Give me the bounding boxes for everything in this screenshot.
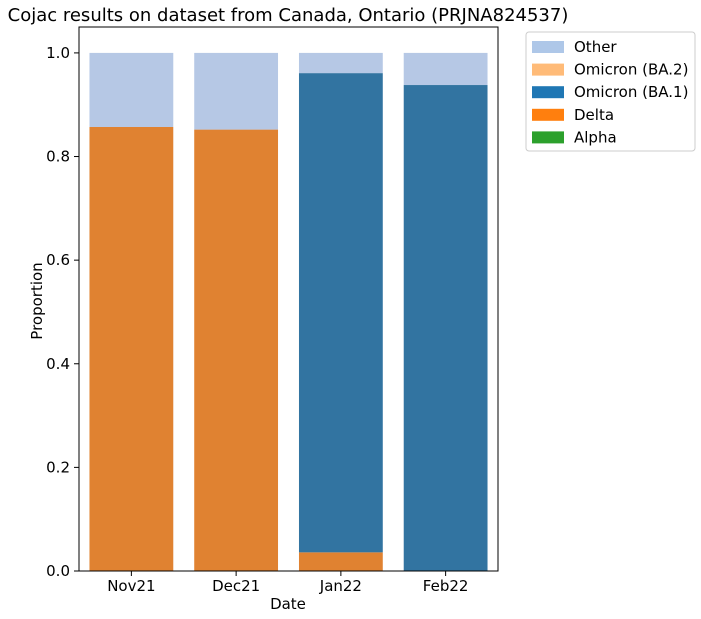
- legend-swatch-alpha: [532, 131, 564, 144]
- legend-label-omicron-ba-1: Omicron (BA.1): [574, 83, 688, 101]
- legend-label-omicron-ba-2: Omicron (BA.2): [574, 61, 688, 79]
- bar-other-dec21: [194, 52, 279, 130]
- legend: Other Omicron (BA.2) Omicron (BA.1) Delta Al…: [525, 31, 696, 152]
- plot-frame: [78, 26, 499, 572]
- bars-layer: [89, 52, 488, 572]
- y-tick-label: 0.0: [46, 562, 70, 580]
- y-axis-label: Proportion: [28, 262, 46, 339]
- bar-omicron-ba-1-feb22: [403, 85, 488, 571]
- y-tick-label: 0.4: [46, 355, 70, 373]
- bar-delta-nov21: [89, 126, 174, 572]
- legend-label-alpha: Alpha: [574, 128, 617, 146]
- x-axis-label: Date: [270, 595, 306, 613]
- bar-omicron-ba-1-jan22: [298, 73, 383, 553]
- bar-other-jan22: [298, 52, 383, 74]
- y-tick-label: 0.6: [46, 251, 70, 269]
- chart-title: Cojac results on dataset from Canada, On…: [8, 5, 569, 26]
- x-tick-label: Jan22: [319, 577, 362, 595]
- legend-label-delta: Delta: [574, 106, 614, 124]
- y-axis: 0.0 0.2 0.4 0.6 0.8 1.0: [46, 44, 79, 580]
- legend-swatch-omicron-ba-2: [532, 63, 564, 76]
- x-tick-label: Nov21: [107, 577, 155, 595]
- bar-other-feb22: [403, 52, 488, 86]
- bar-other-nov21: [89, 52, 174, 127]
- legend-swatch-delta: [532, 108, 564, 121]
- legend-frame: [525, 31, 696, 152]
- bar-delta-dec21: [194, 129, 279, 571]
- x-tick-label: Feb22: [423, 577, 469, 595]
- y-tick-label: 0.2: [46, 458, 70, 476]
- x-tick-label: Dec21: [212, 577, 260, 595]
- x-axis: Nov21 Dec21 Jan22 Feb22: [107, 571, 468, 595]
- y-tick-label: 1.0: [46, 44, 70, 62]
- y-tick-label: 0.8: [46, 148, 70, 166]
- legend-swatch-omicron-ba-1: [532, 86, 564, 99]
- legend-label-other: Other: [574, 38, 617, 56]
- legend-swatch-other: [532, 41, 564, 53]
- bar-delta-jan22: [298, 552, 383, 571]
